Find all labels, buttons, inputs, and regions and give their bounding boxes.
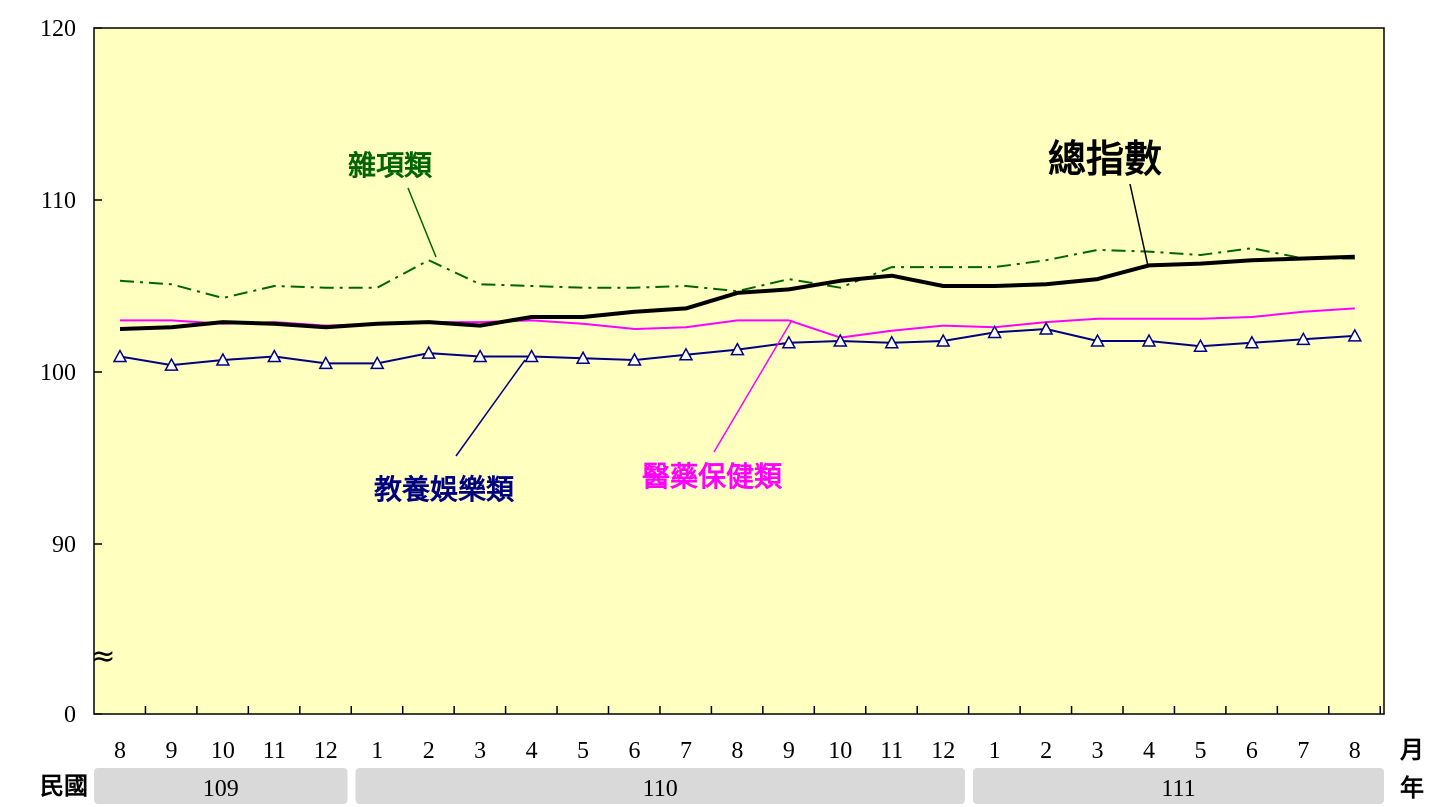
y-tick-label: 100 bbox=[40, 360, 76, 386]
data-point-marker bbox=[1193, 338, 1208, 352]
x-tick-label: 9 bbox=[165, 738, 177, 764]
data-point-marker bbox=[730, 342, 745, 356]
data-point-marker bbox=[987, 324, 1002, 339]
y-tick-label: 0 bbox=[64, 702, 76, 728]
x-tick-label: 6 bbox=[629, 738, 641, 764]
series-label: 教養娛樂類 bbox=[374, 473, 515, 506]
x-tick-label: 2 bbox=[423, 738, 435, 764]
y-tick-label: 110 bbox=[41, 188, 76, 214]
data-point-marker bbox=[884, 335, 900, 349]
callout-leader-line bbox=[407, 187, 437, 258]
series-label: 雜項類 bbox=[348, 149, 433, 182]
x-tick-label: 5 bbox=[577, 738, 589, 764]
x-tick-label: 12 bbox=[931, 738, 955, 764]
x-tick-label: 11 bbox=[263, 738, 286, 764]
data-point-marker bbox=[1141, 333, 1157, 347]
data-point-marker bbox=[421, 345, 436, 359]
data-point-marker bbox=[1244, 335, 1260, 349]
data-point-marker bbox=[164, 357, 179, 371]
x-tick-label: 10 bbox=[828, 738, 852, 764]
data-point-marker bbox=[215, 352, 231, 366]
x-tick-label: 1 bbox=[989, 738, 1001, 764]
x-tick-label: 8 bbox=[731, 738, 743, 764]
x-tick-label: 10 bbox=[211, 738, 235, 764]
data-point-marker bbox=[267, 348, 282, 363]
data-point-marker bbox=[318, 355, 334, 370]
x-tick-label: 4 bbox=[1143, 738, 1155, 764]
data-point-marker bbox=[1347, 328, 1363, 342]
callout-leader-line bbox=[713, 319, 793, 453]
x-unit-label: 月 bbox=[1399, 736, 1424, 764]
data-point-marker bbox=[1296, 331, 1311, 346]
series-label: 總指數 bbox=[1048, 137, 1162, 181]
callout-leader-line bbox=[1129, 183, 1149, 267]
x-tick-label: 9 bbox=[783, 738, 795, 764]
data-point-marker bbox=[1038, 321, 1054, 335]
year-box bbox=[94, 768, 348, 804]
x-tick-label: 6 bbox=[1246, 738, 1258, 764]
x-tick-label: 4 bbox=[526, 738, 538, 764]
x-tick-label: 11 bbox=[880, 738, 903, 764]
data-point-marker bbox=[678, 347, 694, 361]
data-point-marker bbox=[833, 333, 848, 347]
data-point-marker bbox=[575, 350, 591, 364]
data-point-marker bbox=[781, 335, 797, 349]
data-point-marker bbox=[472, 348, 488, 363]
axis-break-symbol: ≈ bbox=[90, 639, 115, 674]
y-tick-label: 120 bbox=[40, 16, 76, 42]
x-tick-label: 7 bbox=[680, 738, 692, 764]
data-point-marker bbox=[1090, 333, 1105, 347]
plot-area bbox=[93, 27, 1385, 715]
x-tick-label: 5 bbox=[1194, 738, 1206, 764]
x-tick-label: 2 bbox=[1040, 738, 1052, 764]
series-label: 醫藥保健類 bbox=[642, 460, 783, 493]
x-tick-label: 3 bbox=[1092, 738, 1104, 764]
x-tick-label: 8 bbox=[114, 738, 126, 764]
data-point-marker bbox=[524, 348, 539, 363]
year-label: 109 bbox=[203, 776, 239, 802]
callout-leader-line bbox=[455, 359, 526, 457]
y-tick-label: 90 bbox=[52, 532, 76, 558]
series-line bbox=[119, 247, 1355, 299]
x-tick-label: 7 bbox=[1297, 738, 1309, 764]
year-box bbox=[972, 768, 1384, 804]
x-tick-label: 8 bbox=[1349, 738, 1361, 764]
data-point-marker bbox=[627, 352, 642, 366]
x-tick-label: 12 bbox=[314, 738, 338, 764]
data-point-marker bbox=[369, 355, 385, 370]
x-tick-label: 3 bbox=[474, 738, 486, 764]
year-label: 111 bbox=[1161, 776, 1195, 802]
series-line bbox=[119, 254, 1355, 331]
data-point-marker bbox=[112, 348, 128, 363]
era-label: 民國 bbox=[40, 772, 88, 800]
year-unit-label: 年 bbox=[1400, 774, 1424, 802]
x-tick-label: 1 bbox=[371, 738, 383, 764]
year-box bbox=[355, 768, 965, 804]
data-point-marker bbox=[935, 333, 951, 347]
year-label: 110 bbox=[643, 776, 678, 802]
